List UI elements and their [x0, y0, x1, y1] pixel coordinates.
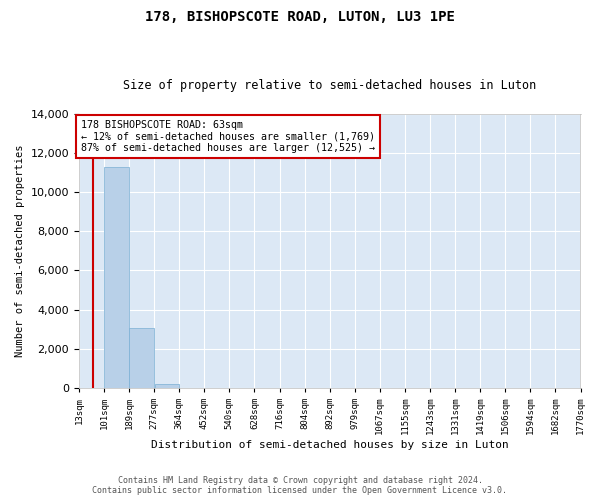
X-axis label: Distribution of semi-detached houses by size in Luton: Distribution of semi-detached houses by …	[151, 440, 509, 450]
Bar	[130, 328, 154, 388]
Title: Size of property relative to semi-detached houses in Luton: Size of property relative to semi-detach…	[123, 79, 536, 92]
Text: 178, BISHOPSCOTE ROAD, LUTON, LU3 1PE: 178, BISHOPSCOTE ROAD, LUTON, LU3 1PE	[145, 10, 455, 24]
Y-axis label: Number of semi-detached properties: Number of semi-detached properties	[15, 144, 25, 357]
Text: 178 BISHOPSCOTE ROAD: 63sqm
← 12% of semi-detached houses are smaller (1,769)
87: 178 BISHOPSCOTE ROAD: 63sqm ← 12% of sem…	[81, 120, 375, 153]
Bar	[104, 167, 129, 388]
Bar	[155, 384, 179, 388]
Text: Contains HM Land Registry data © Crown copyright and database right 2024.
Contai: Contains HM Land Registry data © Crown c…	[92, 476, 508, 495]
